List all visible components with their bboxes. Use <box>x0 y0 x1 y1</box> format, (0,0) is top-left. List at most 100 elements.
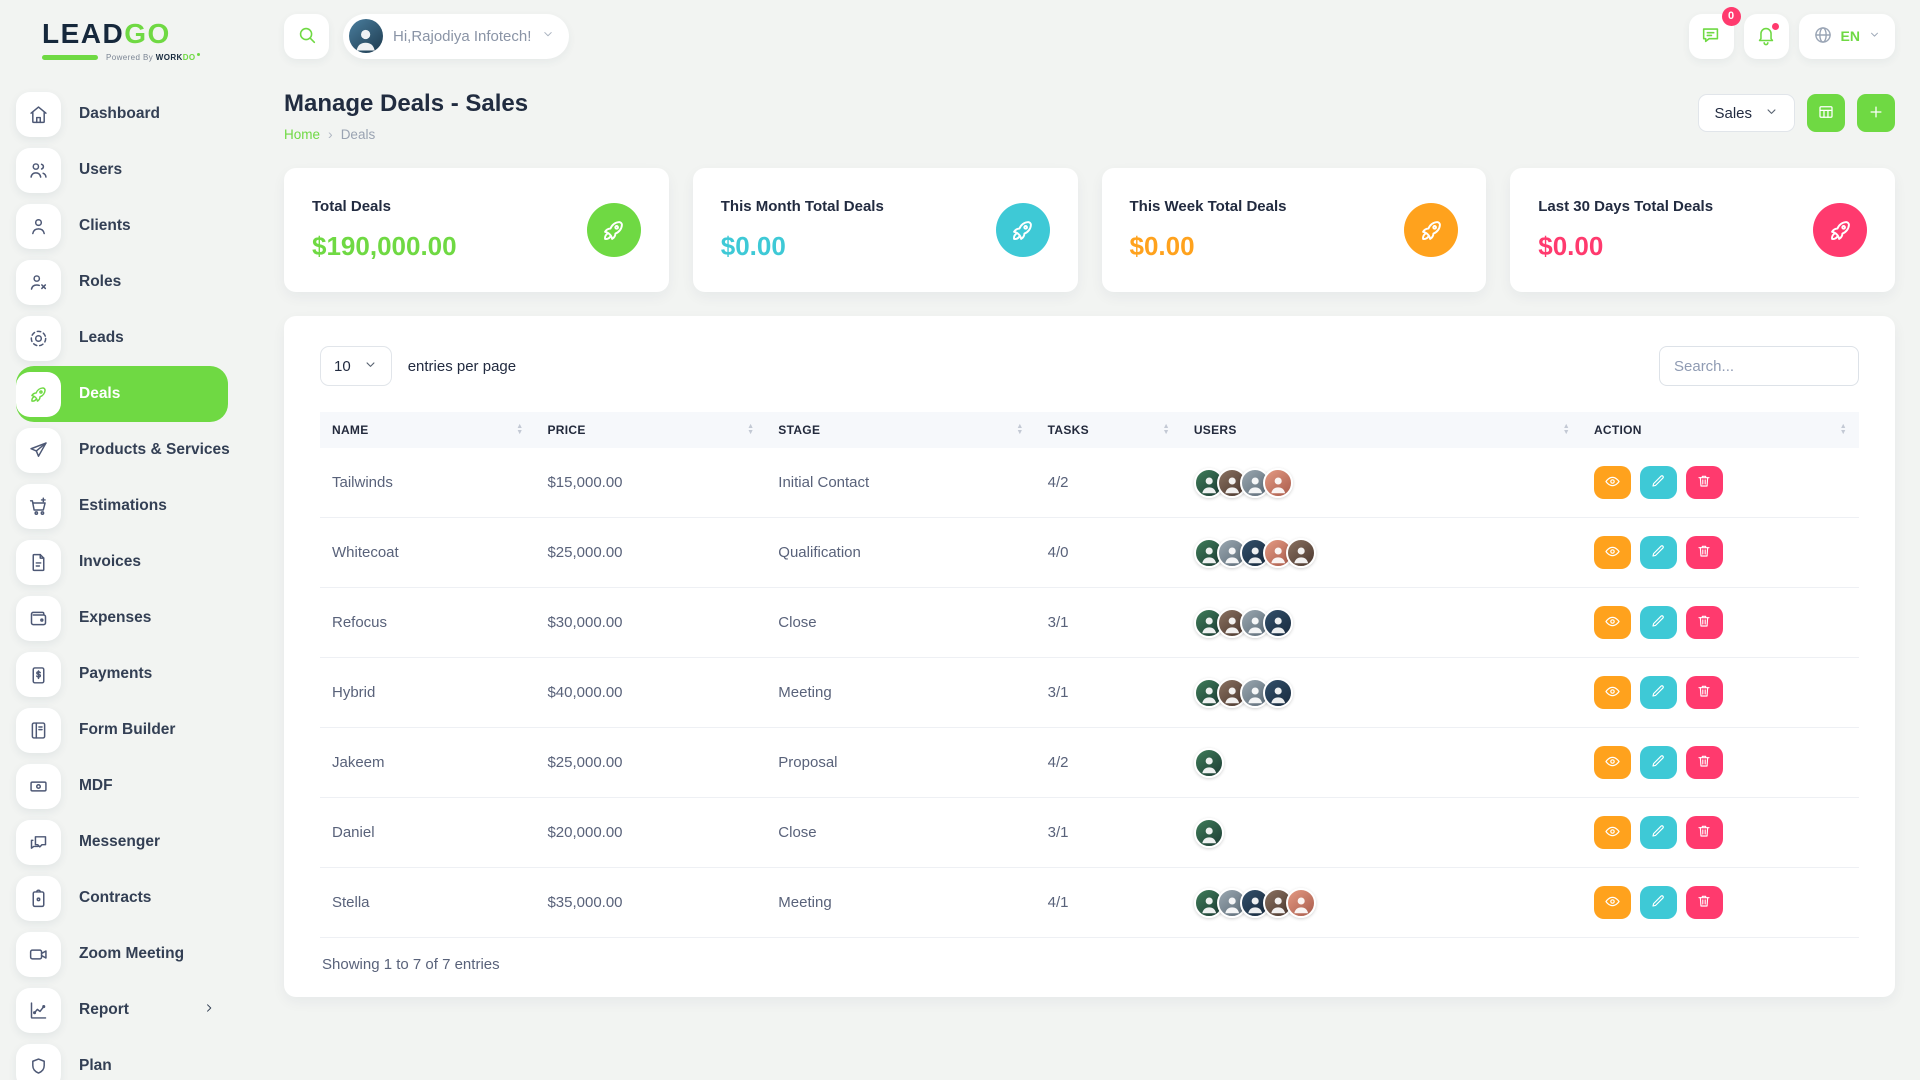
pipeline-selector[interactable]: Sales <box>1698 94 1795 132</box>
sidebar-item-products-services[interactable]: Products & Services <box>16 422 244 478</box>
view-deal-button[interactable] <box>1593 886 1631 919</box>
trash-icon <box>1696 473 1712 492</box>
delete-deal-button[interactable] <box>1685 886 1723 919</box>
deal-tasks: 4/2 <box>1035 448 1182 518</box>
sidebar-item-roles[interactable]: Roles <box>16 254 244 310</box>
language-code: EN <box>1840 28 1860 44</box>
edit-deal-button[interactable] <box>1639 536 1677 569</box>
sidebar-item-mdf[interactable]: MDF <box>16 758 244 814</box>
trash-icon <box>1696 683 1712 702</box>
edit-deal-button[interactable] <box>1639 676 1677 709</box>
clipboard-icon <box>16 875 61 921</box>
chevron-down-icon <box>541 27 555 45</box>
delete-deal-button[interactable] <box>1685 536 1723 569</box>
deal-stage: Qualification <box>766 517 1036 588</box>
edit-deal-button[interactable] <box>1639 746 1677 779</box>
chat-bubbles-icon <box>16 819 61 865</box>
user-menu[interactable]: Hi,Rajodiya Infotech! <box>343 13 570 59</box>
sort-icon: ▲ ▼ <box>1162 423 1170 436</box>
notifications-button[interactable] <box>1743 13 1789 59</box>
view-deal-button[interactable] <box>1593 746 1631 779</box>
table-search-input[interactable] <box>1659 346 1859 386</box>
deal-name: Stella <box>320 867 536 938</box>
stat-card-total-deals: Total Deals $190,000.00 <box>284 168 669 292</box>
sidebar-item-report[interactable]: Report <box>16 982 244 1038</box>
sort-icon: ▲ ▼ <box>1016 423 1024 436</box>
table-row: Daniel $20,000.00 Close 3/1 <box>320 797 1859 868</box>
trash-icon <box>1696 543 1712 562</box>
user-avatar <box>1193 747 1224 778</box>
eye-icon <box>1604 473 1621 493</box>
sidebar-item-expenses[interactable]: Expenses <box>16 590 244 646</box>
sidebar-item-form-builder[interactable]: Form Builder <box>16 702 244 758</box>
banknote-icon <box>16 763 61 809</box>
search-icon <box>296 24 318 49</box>
sidebar-item-payments[interactable]: Payments <box>16 646 244 702</box>
language-selector[interactable]: EN <box>1798 13 1895 59</box>
deal-tasks: 3/1 <box>1035 657 1182 728</box>
view-deal-button[interactable] <box>1593 466 1631 499</box>
deal-price: $25,000.00 <box>535 727 767 798</box>
column-header-stage[interactable]: STAGE ▲ ▼ <box>766 412 1036 448</box>
plus-icon <box>1867 103 1885 124</box>
breadcrumb-home-link[interactable]: Home <box>284 126 321 142</box>
column-header-price[interactable]: PRICE ▲ ▼ <box>535 412 767 448</box>
sidebar-item-leads[interactable]: Leads <box>16 310 244 366</box>
sidebar-item-messenger[interactable]: Messenger <box>16 814 244 870</box>
sidebar-item-zoom-meeting[interactable]: Zoom Meeting <box>16 926 244 982</box>
view-deal-button[interactable] <box>1593 536 1631 569</box>
chart-icon <box>16 987 61 1033</box>
list-view-button[interactable] <box>1807 94 1845 132</box>
trash-icon <box>1696 753 1712 772</box>
edit-deal-button[interactable] <box>1639 466 1677 499</box>
add-deal-button[interactable] <box>1857 94 1895 132</box>
rocket-icon <box>1404 203 1459 257</box>
edit-deal-button[interactable] <box>1639 886 1677 919</box>
video-icon <box>16 931 61 977</box>
app-logo[interactable]: LEADGO Powered By WORKDO <box>16 12 244 76</box>
grid-icon <box>1817 103 1835 124</box>
wallet-icon <box>16 595 61 641</box>
sidebar-item-plan[interactable]: Plan <box>16 1038 244 1080</box>
deal-name: Hybrid <box>320 657 536 728</box>
sidebar-item-contracts[interactable]: Contracts <box>16 870 244 926</box>
main-content: Hi,Rajodiya Infotech! 0 EN <box>244 0 1920 1080</box>
column-header-tasks[interactable]: TASKS ▲ ▼ <box>1035 412 1182 448</box>
view-deal-button[interactable] <box>1593 816 1631 849</box>
delete-deal-button[interactable] <box>1685 816 1723 849</box>
messages-button[interactable]: 0 <box>1688 6 1741 59</box>
delete-deal-button[interactable] <box>1685 606 1723 639</box>
sort-icon: ▲ ▼ <box>1562 423 1570 436</box>
column-header-action[interactable]: ACTION ▲ ▼ <box>1581 412 1859 448</box>
sort-icon: ▲ ▼ <box>516 423 524 436</box>
delete-deal-button[interactable] <box>1685 746 1723 779</box>
trash-icon <box>1696 613 1712 632</box>
sidebar-item-clients[interactable]: Clients <box>16 198 244 254</box>
edit-deal-button[interactable] <box>1639 606 1677 639</box>
page-title: Manage Deals - Sales <box>284 90 529 117</box>
entries-per-page-select[interactable]: 10 <box>320 346 392 386</box>
sidebar-item-users[interactable]: Users <box>16 142 244 198</box>
deal-tasks: 4/2 <box>1035 727 1182 798</box>
column-header-users[interactable]: USERS ▲ ▼ <box>1181 412 1582 448</box>
delete-deal-button[interactable] <box>1685 466 1723 499</box>
person-x-icon <box>16 259 61 305</box>
stat-amount: $0.00 <box>1129 231 1195 261</box>
sidebar-item-dashboard[interactable]: Dashboard <box>16 86 244 142</box>
table-row: Tailwinds $15,000.00 Initial Contact 4/2 <box>320 448 1859 518</box>
pencil-icon <box>1650 683 1666 702</box>
delete-deal-button[interactable] <box>1685 676 1723 709</box>
logo-text: LEADGO <box>42 18 171 49</box>
sidebar-menu: Dashboard Users Clients Roles Leads Deal… <box>16 86 244 1080</box>
edit-deal-button[interactable] <box>1639 816 1677 849</box>
view-deal-button[interactable] <box>1593 606 1631 639</box>
column-header-name[interactable]: NAME ▲ ▼ <box>320 412 536 448</box>
sidebar-item-estimations[interactable]: Estimations <box>16 478 244 534</box>
search-button[interactable] <box>284 13 329 59</box>
table-row: Whitecoat $25,000.00 Qualification 4/0 <box>320 517 1859 588</box>
sidebar-item-invoices[interactable]: Invoices <box>16 534 244 590</box>
view-deal-button[interactable] <box>1593 676 1631 709</box>
sidebar-item-deals[interactable]: Deals <box>16 366 228 422</box>
stat-amount: $190,000.00 <box>312 231 457 261</box>
stat-amount: $0.00 <box>720 231 786 261</box>
